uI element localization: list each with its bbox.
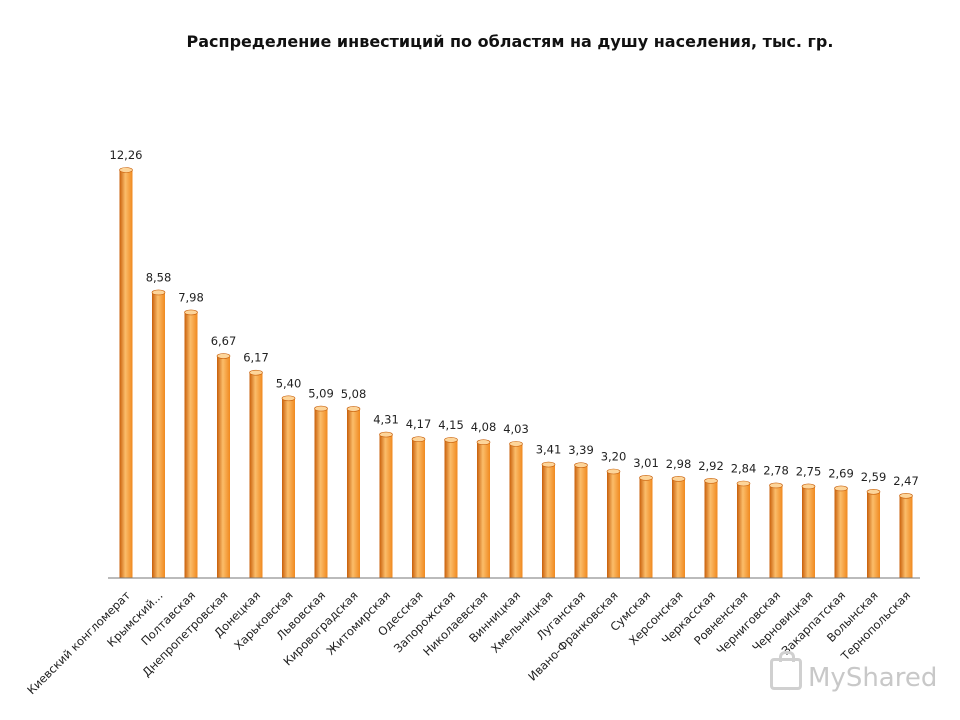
bar [119, 170, 133, 578]
bar [217, 356, 230, 578]
bar [282, 398, 295, 578]
data-label: 2,69 [828, 466, 854, 480]
bag-icon [770, 651, 802, 690]
bar-cap [249, 369, 263, 376]
bar [477, 442, 490, 578]
bar-cap [736, 480, 751, 487]
data-label: 4,03 [503, 422, 529, 436]
watermark-text: MyShared [808, 663, 938, 693]
bar-cap [671, 476, 686, 482]
bar-cap [379, 431, 393, 438]
bar [184, 312, 198, 578]
bar [444, 439, 458, 578]
data-label: 3,01 [633, 456, 659, 470]
data-label: 6,67 [211, 334, 237, 348]
bar-cap [769, 482, 783, 489]
bar-cap [476, 439, 491, 446]
bar [672, 478, 685, 578]
data-label: 2,98 [666, 457, 692, 471]
data-label: 3,39 [568, 443, 594, 457]
bar-cap [119, 167, 133, 173]
chart-title: Распределение инвестиций по областям на … [186, 32, 834, 51]
bar [769, 485, 783, 578]
bar-cap [639, 475, 653, 481]
data-label: 2,75 [796, 464, 822, 478]
bar [867, 491, 880, 578]
data-label: 2,92 [698, 459, 724, 473]
bar [704, 480, 718, 578]
bar [347, 408, 360, 578]
data-label: 2,47 [893, 474, 919, 488]
bar [249, 372, 263, 578]
bar-cap [834, 485, 848, 492]
bar-cap [574, 462, 588, 468]
bar-cap [866, 489, 881, 495]
bar-cap [281, 395, 296, 402]
bar [607, 471, 620, 578]
bar [542, 464, 555, 578]
data-label: 6,17 [243, 351, 269, 365]
bar [379, 434, 393, 578]
bar-cap [704, 478, 718, 484]
bar-cap [444, 437, 458, 443]
data-label: 7,98 [178, 290, 204, 304]
data-label: 3,41 [536, 443, 562, 457]
bar-cap [801, 483, 816, 490]
watermark: MyShared [770, 651, 938, 693]
bar [509, 443, 523, 578]
bar [412, 439, 425, 578]
bar-cap [151, 289, 166, 296]
bar-cap [346, 406, 361, 412]
data-label: 4,15 [438, 418, 464, 432]
bar [574, 465, 588, 578]
bar-cap [411, 436, 426, 443]
data-label: 3,20 [601, 450, 627, 464]
bar-cap [606, 468, 621, 475]
bar [834, 488, 848, 578]
data-label: 4,08 [471, 420, 497, 434]
data-label: 2,84 [731, 461, 757, 475]
bar [314, 408, 328, 578]
bar-cap [216, 353, 231, 359]
data-label: 8,58 [146, 270, 172, 284]
bar [639, 477, 653, 578]
data-label: 12,26 [110, 148, 143, 162]
data-label: 2,59 [861, 470, 887, 484]
bar [152, 292, 165, 578]
bar [737, 483, 750, 578]
data-label: 4,31 [373, 413, 399, 427]
bar-cap [899, 493, 913, 499]
bar-cap [314, 405, 328, 412]
bars-group: 12,26 8,58 7,98 6,67 6,17 5,40 5,09 5,08 4,31 4,1… [110, 148, 919, 578]
data-label: 2,78 [763, 463, 789, 477]
data-label: 4,17 [406, 417, 432, 431]
bar-cap [509, 441, 523, 447]
data-label: 5,40 [276, 376, 302, 390]
data-label: 5,09 [308, 387, 334, 401]
bar [899, 495, 913, 578]
bar [802, 486, 815, 578]
bar-cap [184, 309, 198, 316]
data-label: 5,08 [341, 387, 367, 401]
bar-cap [541, 461, 556, 468]
